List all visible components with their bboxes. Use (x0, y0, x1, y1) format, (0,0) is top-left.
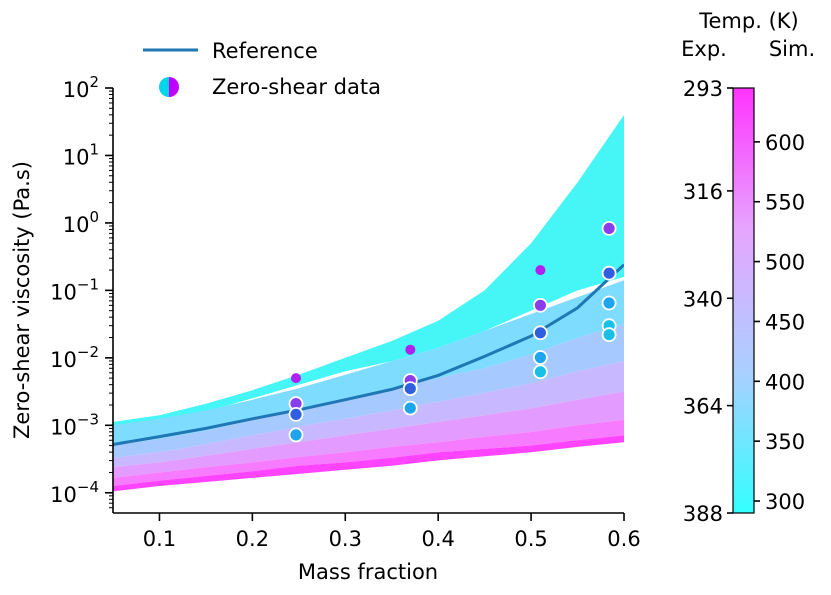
legend-marker-right-half (169, 77, 179, 97)
y-tick-label-5: 101 (63, 140, 99, 169)
colorbar-title: Temp. (K) (698, 9, 798, 33)
y-tick-label-2: 10−2 (50, 343, 99, 372)
data-point-10 (533, 325, 548, 341)
colorbar-sim-header: Sim. (769, 37, 815, 61)
y-axis-title: Zero-shear viscosity (Pa.s) (10, 161, 34, 439)
data-point-8 (535, 265, 546, 276)
cb-exp-label-3: 364 (683, 395, 723, 419)
legend-marker-left-half (159, 77, 169, 97)
colorbar: Temp. (K) Exp. Sim. 293 316 340 364 388 600 5… (681, 9, 815, 526)
data-points (288, 220, 617, 443)
colorbar-exp-header: Exp. (681, 37, 727, 61)
x-tick-label-0: 0.1 (143, 527, 176, 551)
cb-sim-label-5: 350 (765, 430, 805, 454)
data-point-15 (601, 295, 617, 311)
y-tick-label-4: 100 (63, 208, 99, 237)
y-tick-label-3: 10−1 (50, 275, 99, 304)
data-point-3 (288, 427, 304, 443)
sim-band-6 (113, 435, 624, 492)
legend: Reference Zero-shear data (143, 39, 381, 99)
simulation-bands (113, 115, 624, 492)
cb-sim-label-1: 550 (765, 191, 805, 215)
data-point-7 (402, 400, 418, 416)
x-tick-label-4: 0.5 (514, 527, 547, 551)
cb-sim-label-6: 300 (765, 490, 805, 514)
cb-sim-label-2: 500 (765, 251, 805, 275)
colorbar-sim-ticks: 600 550 500 450 400 350 300 (754, 131, 805, 514)
cb-exp-label-4: 388 (683, 502, 723, 526)
data-point-9 (533, 297, 548, 313)
sim-band-5 (113, 419, 624, 486)
x-tick-label-2: 0.3 (329, 527, 362, 551)
cb-sim-label-3: 450 (765, 310, 805, 334)
x-tick-label-1: 0.2 (236, 527, 269, 551)
data-point-6 (402, 381, 418, 397)
data-point-2 (288, 406, 304, 422)
sim-band-3 (113, 361, 624, 468)
sim-band-0 (113, 115, 624, 429)
y-tick-label-6: 102 (63, 73, 99, 102)
cb-exp-label-1: 316 (683, 180, 723, 204)
data-point-11 (533, 350, 548, 365)
colorbar-exp-ticks: 293 316 340 364 388 (683, 77, 733, 526)
data-point-14 (601, 265, 617, 281)
data-point-17 (601, 327, 617, 343)
sim-band-1 (113, 280, 624, 446)
y-minor-ticks (109, 90, 113, 509)
y-tick-label-1: 10−3 (50, 410, 99, 439)
data-point-13 (601, 220, 617, 236)
y-tick-label-0: 10−4 (50, 478, 99, 507)
colorbar-bar (732, 87, 755, 514)
legend-zero-shear-label: Zero-shear data (212, 75, 381, 99)
x-tick-label-3: 0.4 (421, 527, 454, 551)
data-point-0 (291, 373, 301, 384)
legend-reference-label: Reference (212, 39, 318, 63)
sim-band-2 (113, 324, 624, 458)
x-ticks: 0.1 0.2 0.3 0.4 0.5 0.6 (143, 513, 641, 551)
cb-sim-label-4: 400 (765, 370, 805, 394)
x-tick-label-5: 0.6 (607, 527, 640, 551)
y-ticks: 10−4 10−3 10−2 10−1 100 101 102 (50, 73, 113, 507)
cb-exp-label-0: 293 (683, 77, 723, 101)
cb-exp-label-2: 340 (683, 287, 723, 311)
sim-band-4 (113, 391, 624, 478)
data-point-12 (533, 364, 548, 380)
cb-sim-label-0: 600 (765, 131, 805, 155)
data-point-4 (405, 344, 416, 355)
x-axis-title: Mass fraction (298, 560, 438, 584)
